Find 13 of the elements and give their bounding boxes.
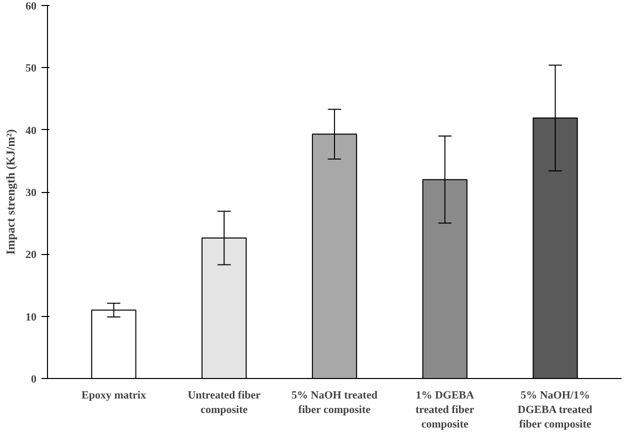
y-tick-label: 50	[26, 62, 37, 75]
y-tick-label: 20	[26, 249, 37, 262]
y-tick-label: 0	[31, 374, 37, 386]
x-tick-label: 1% DGEBA treated fiber composite	[416, 390, 474, 430]
x-tick-label: Epoxy matrix	[81, 390, 146, 402]
x-tick-label: 5% NaOH/1% DGEBA treated fiber composite	[518, 390, 592, 430]
y-tick-label: 60	[26, 0, 37, 12]
y-axis-title: Impact strength (KJ/m²)	[4, 129, 18, 255]
y-tick-label: 30	[26, 187, 37, 199]
y-tick-label: 40	[26, 124, 37, 137]
x-tick-label: Untreated fiber composite	[188, 390, 261, 416]
x-tick-label: 5% NaOH treated fiber composite	[292, 390, 378, 416]
y-tick-label: 10	[26, 311, 37, 324]
